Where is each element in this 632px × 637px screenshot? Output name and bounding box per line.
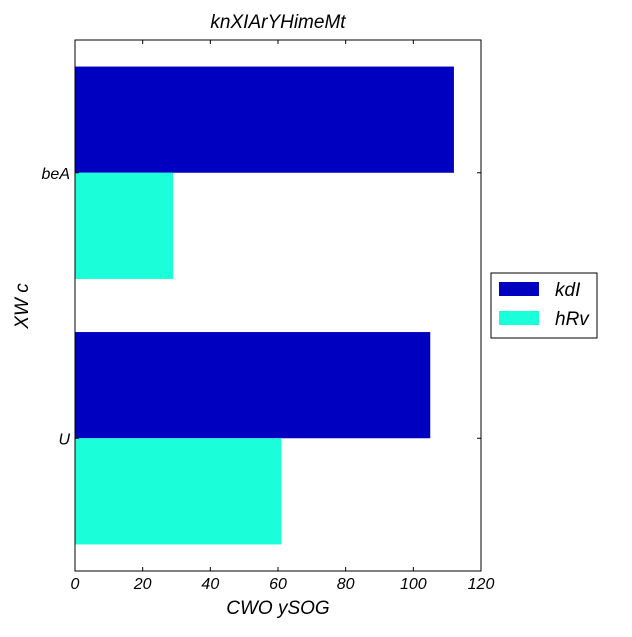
x-tick-label: 40 — [201, 576, 219, 593]
y-axis-title: XW c — [12, 283, 33, 330]
x-tick-label: 20 — [133, 576, 152, 593]
bar-kdI-U — [75, 332, 431, 439]
legend-swatch-hRv — [499, 311, 539, 325]
x-tick-label: 60 — [269, 576, 287, 593]
bar-hRv-U — [75, 438, 282, 545]
legend-label-hRv: hRv — [555, 309, 590, 330]
x-tick-label: 120 — [468, 576, 495, 593]
y-tick-label: U — [58, 431, 70, 448]
x-tick-label: 0 — [71, 576, 80, 593]
chart-title: knXIArYHimeMt — [210, 12, 346, 33]
x-tick-label: 100 — [400, 576, 427, 593]
x-tick-label: 80 — [337, 576, 355, 593]
x-axis-title: CWO ySOG — [226, 598, 329, 619]
bars-layer — [75, 66, 454, 545]
bar-hRv-beA — [75, 172, 174, 279]
bar-kdI-beA — [75, 66, 454, 173]
legend-label-kdI: kdI — [555, 280, 581, 301]
legend-swatch-kdI — [499, 282, 539, 296]
y-tick-label: beA — [42, 166, 70, 183]
legend: kdI hRv — [490, 272, 598, 339]
